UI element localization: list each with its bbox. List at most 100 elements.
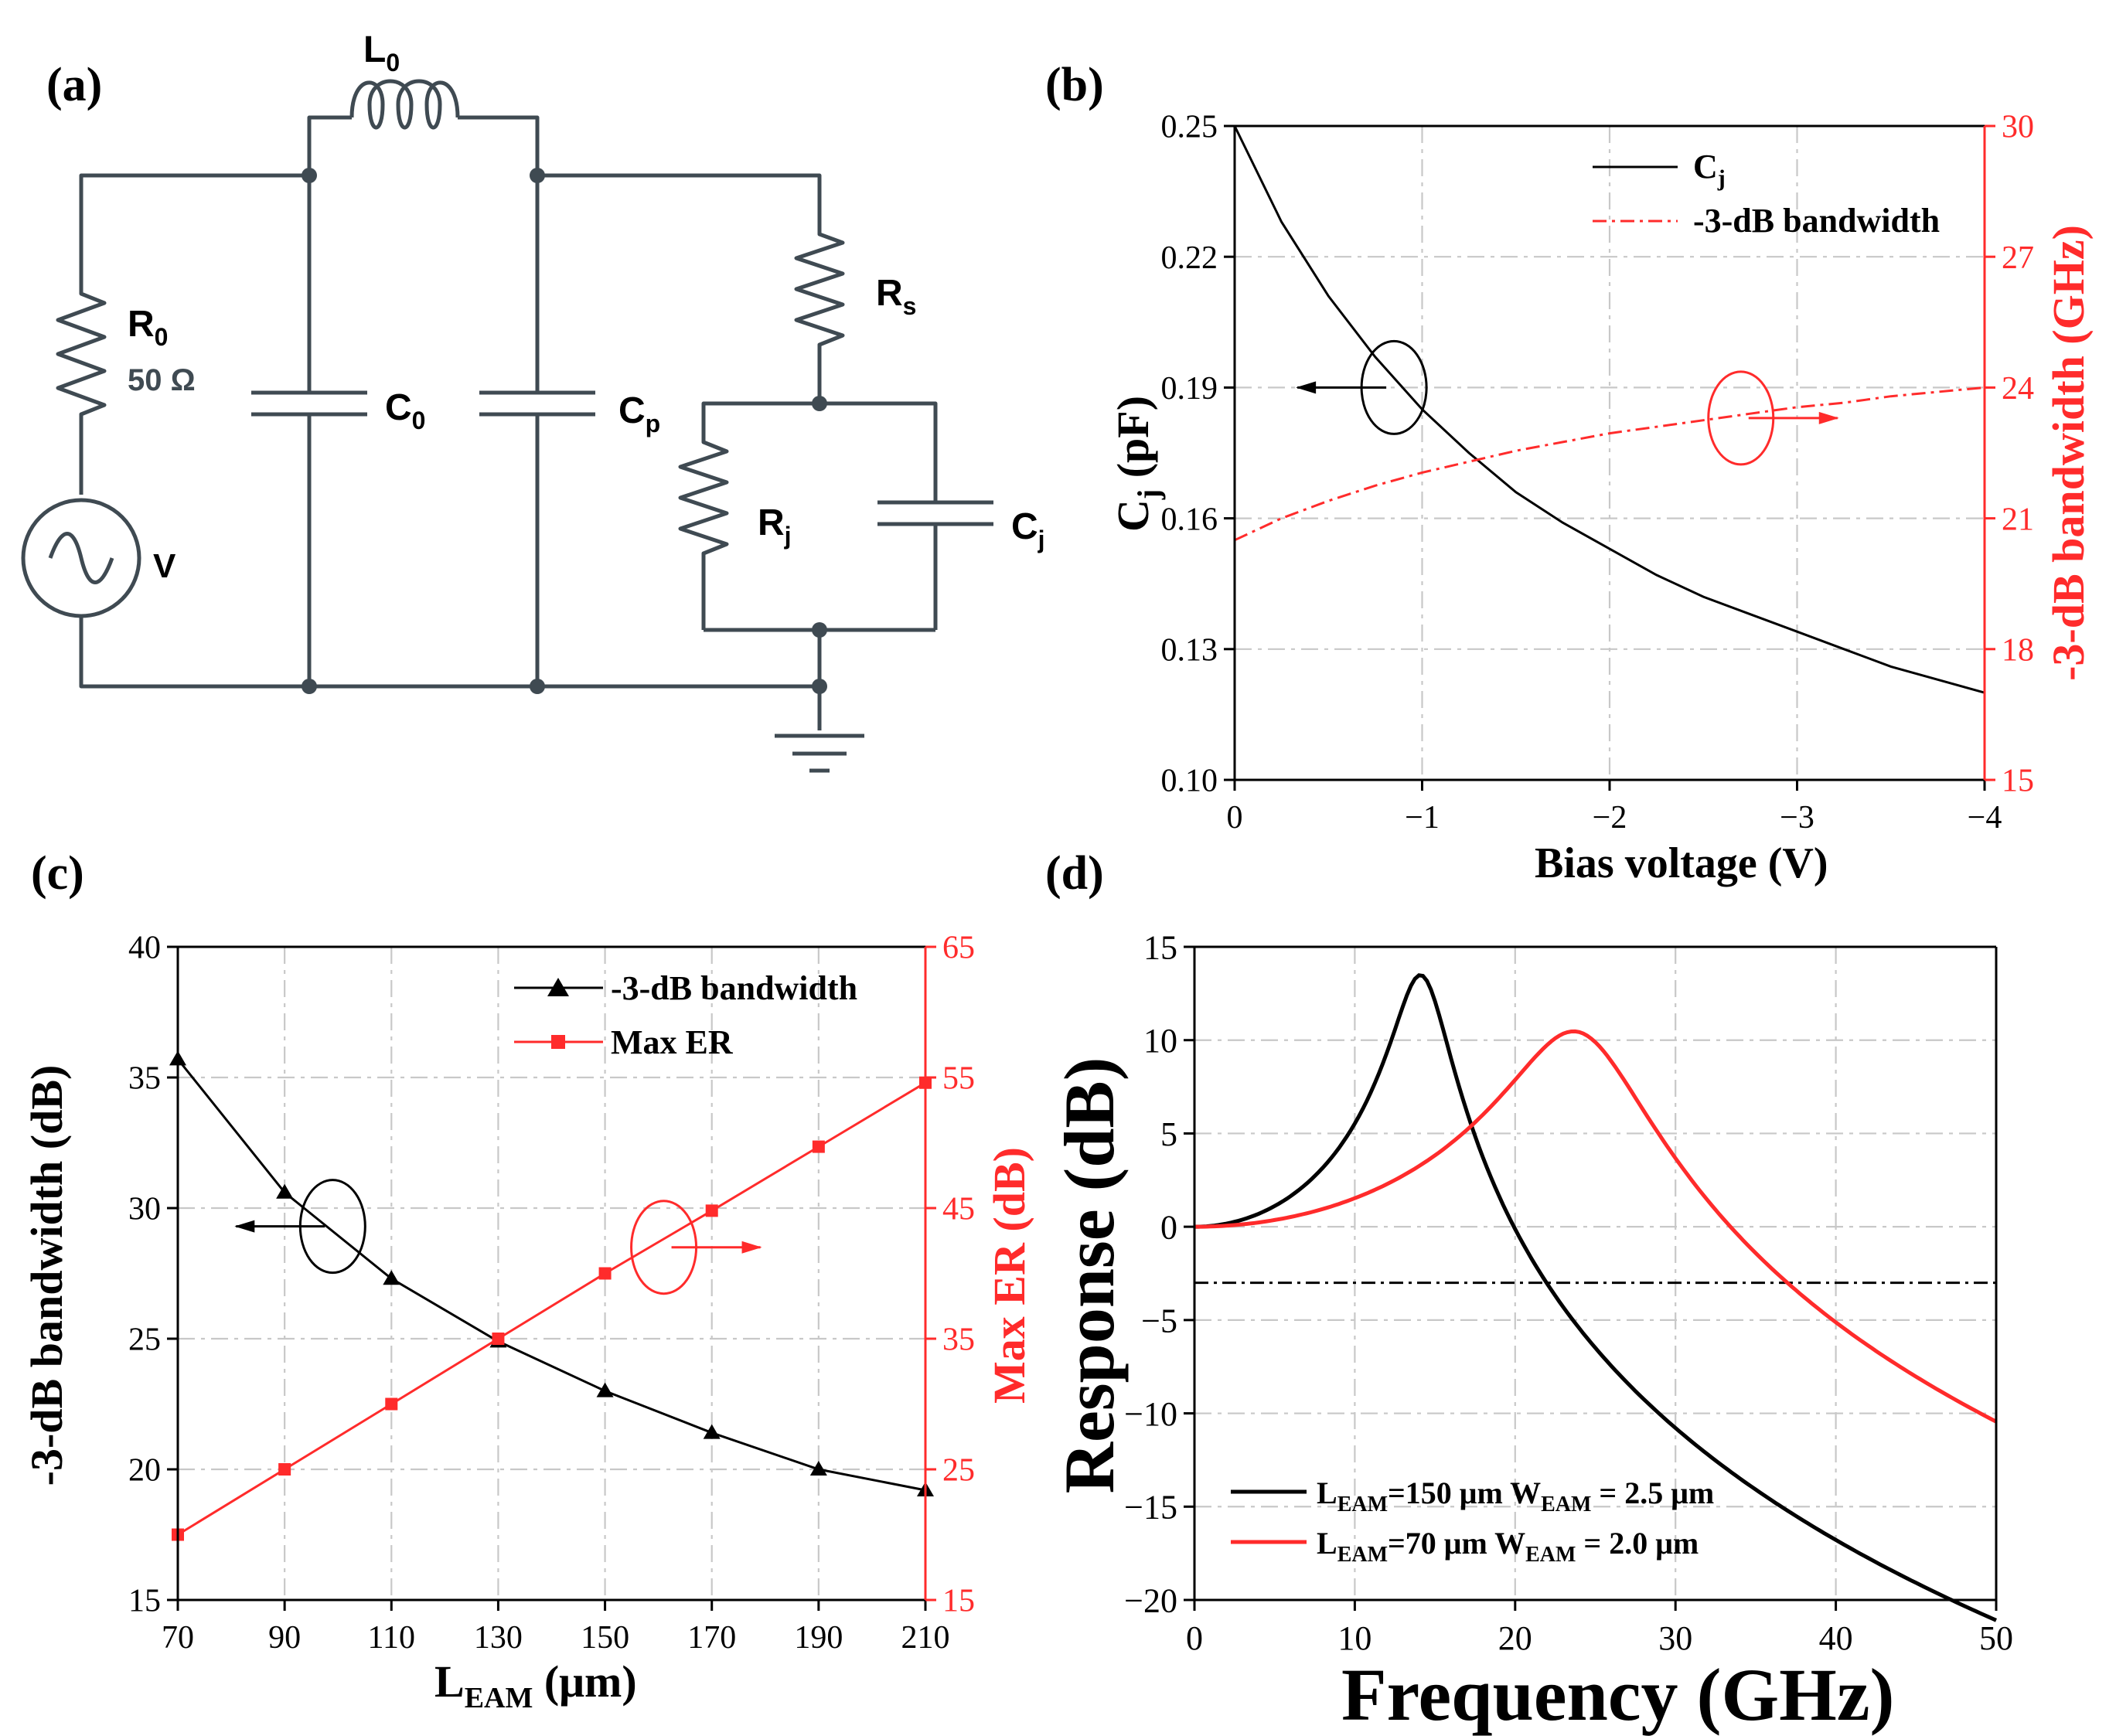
panel-label-b: (b) — [1045, 59, 1104, 111]
square-marker-icon — [551, 1035, 565, 1049]
label-Cj: Cj — [1011, 506, 1045, 553]
arrow-head-icon — [741, 1241, 762, 1254]
label-C0: C0 — [385, 387, 425, 434]
chart-c: 70 90 110 130 150 170 190 210152025303540152535… — [22, 931, 1034, 1714]
chart-d-legend-70: LEAM=70 μm WEAM = 2.0 μm — [1317, 1526, 1699, 1567]
x-tick-label: 70 — [162, 1620, 194, 1656]
chart-b-legend-cj: Cj — [1693, 148, 1726, 191]
chart-c-ylabel: -3-dB bandwidth (dB) — [22, 1065, 72, 1486]
resistor-Rs — [794, 224, 845, 403]
x-tick-label: −2 — [1593, 800, 1627, 836]
data-point-triangle — [596, 1382, 614, 1397]
y-tick-label: −10 — [1124, 1395, 1177, 1433]
node-dot — [530, 679, 545, 694]
panel-label-a: (a) — [46, 59, 102, 111]
y-tick-label: 15 — [1143, 928, 1177, 966]
data-point-triangle — [703, 1424, 721, 1439]
wire-L0-left — [307, 115, 352, 175]
y-tick-label: 20 — [128, 1453, 161, 1489]
label-Rj: Rj — [758, 502, 792, 550]
x-tick-label: 0 — [1227, 800, 1243, 836]
arrow-head-icon — [1818, 411, 1839, 424]
sine-wave-icon — [48, 532, 114, 584]
y2-tick-label: 30 — [2002, 110, 2034, 145]
chart-b-xlabel: Bias voltage (V) — [1535, 839, 1828, 887]
data-point-square — [278, 1463, 291, 1476]
x-tick-label: 50 — [1979, 1619, 2013, 1657]
y2-tick-label: 18 — [2002, 633, 2034, 669]
x-tick-label: −3 — [1780, 800, 1814, 836]
node-dot — [812, 679, 827, 694]
resistor-R0 — [56, 282, 107, 495]
x-tick-label: 40 — [1819, 1619, 1853, 1657]
y-tick-label: −15 — [1124, 1489, 1177, 1527]
y2-tick-label: 45 — [942, 1192, 975, 1227]
y-tick-label: 0.25 — [1161, 110, 1218, 145]
series-line-triangle — [176, 1058, 926, 1492]
chart-d: 0 10 20 30 40 50 −20 −15 −10 −5 0 5 10 15 Frequency (… — [1050, 928, 2013, 1736]
y-tick-label: 0.19 — [1161, 371, 1218, 407]
data-point-square — [705, 1204, 718, 1217]
y-tick-label: 30 — [128, 1192, 161, 1227]
series-line-square — [177, 1081, 926, 1536]
data-point-square — [492, 1333, 505, 1345]
panel-label-c: (c) — [31, 847, 84, 900]
x-tick-label: 0 — [1186, 1619, 1203, 1657]
label-V: V — [153, 547, 176, 585]
y2-tick-label: 27 — [2002, 240, 2034, 276]
inductor-L0 — [349, 79, 460, 130]
series-line-leam-70 — [1194, 1029, 1998, 1424]
chart-d-ylabel: Response (dB) — [1050, 1057, 1129, 1494]
chart-d-legend-150: LEAM=150 μm WEAM = 2.5 μm — [1317, 1476, 1714, 1516]
y-tick-label: 0.10 — [1161, 764, 1218, 799]
y2-tick-label: 35 — [942, 1322, 975, 1358]
chart-c-legend-bw: -3-dB bandwidth — [611, 969, 857, 1007]
x-tick-label: 170 — [687, 1620, 736, 1656]
triangle-marker-icon — [547, 978, 569, 996]
wire-Rs-top — [537, 173, 822, 224]
y-tick-label: 0.16 — [1161, 502, 1218, 537]
x-tick-label: 190 — [794, 1620, 843, 1656]
y-tick-label: 35 — [128, 1061, 161, 1097]
resistor-Rj — [678, 433, 729, 630]
data-point-square — [812, 1140, 825, 1153]
series-line-leam-150 — [1194, 973, 1998, 1622]
data-point-triangle — [809, 1461, 827, 1476]
y2-tick-label: 21 — [2002, 502, 2034, 537]
label-R0-value: 50 Ω — [128, 363, 196, 397]
chart-b-legend-bw: -3-dB bandwidth — [1693, 202, 1940, 240]
chart-c-legend-er: Max ER — [611, 1023, 734, 1061]
y2-tick-label: 55 — [942, 1061, 975, 1097]
x-tick-label: 110 — [368, 1620, 415, 1656]
series-line--3-db-bandwidth — [1234, 386, 1985, 542]
chart-b: 0 −1 −2 −3 −4 0.10 0.13 0.16 0.19 0.22 0.25 15 18 21 2… — [1108, 110, 2094, 887]
node-dot — [302, 168, 317, 183]
data-point-triangle — [276, 1183, 294, 1199]
y-tick-label: −20 — [1124, 1581, 1177, 1619]
wire-top-left — [79, 173, 309, 282]
arrow-head-icon — [234, 1220, 255, 1233]
chart-c-xlabel: LEAM (μm) — [434, 1656, 637, 1714]
wire-Rj-top — [701, 401, 819, 433]
arrow-head-icon — [1296, 381, 1317, 394]
data-point-square — [598, 1267, 612, 1280]
x-tick-label: 20 — [1498, 1619, 1532, 1657]
y2-tick-label: 15 — [942, 1584, 975, 1619]
node-dot — [812, 622, 827, 638]
circuit-diagram: L0 R0 50 Ω V C0 Cp Rs Rj Cj — [21, 29, 1045, 773]
label-R0: R0 — [128, 304, 168, 351]
y-tick-label: −5 — [1141, 1302, 1177, 1339]
y-tick-label: 10 — [1143, 1022, 1177, 1060]
wire-Cj-top — [819, 401, 938, 502]
x-tick-label: 90 — [268, 1620, 301, 1656]
node-dot — [812, 396, 827, 411]
chart-b-ylabel: Cj (pF) — [1108, 396, 1166, 532]
y-tick-label: 0.13 — [1161, 633, 1218, 669]
x-tick-label: 10 — [1337, 1619, 1371, 1657]
panel-label-d: (d) — [1045, 847, 1104, 900]
chart-d-xlabel: Frequency (GHz) — [1341, 1653, 1894, 1736]
x-tick-label: 30 — [1658, 1619, 1692, 1657]
label-Cp: Cp — [618, 390, 660, 437]
y-tick-label: 25 — [128, 1322, 161, 1358]
